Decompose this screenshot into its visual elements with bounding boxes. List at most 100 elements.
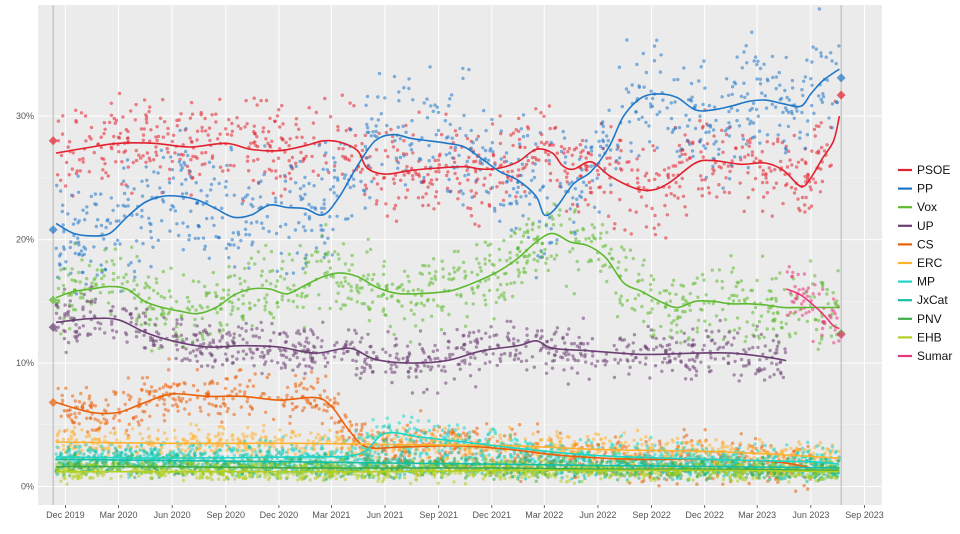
poll-dot <box>751 121 756 125</box>
poll-dot <box>771 311 776 315</box>
poll-dot <box>701 155 705 159</box>
poll-dot <box>71 151 75 155</box>
poll-dot <box>830 126 834 130</box>
poll-dot <box>208 382 212 386</box>
poll-dot <box>726 340 730 345</box>
poll-dot <box>436 110 441 115</box>
poll-dot <box>631 349 636 354</box>
poll-dot <box>683 133 687 137</box>
poll-dot <box>720 95 724 99</box>
poll-dot <box>191 279 196 283</box>
poll-dot <box>470 195 474 199</box>
poll-dot <box>294 161 298 165</box>
poll-dot <box>221 328 225 332</box>
poll-dot <box>267 167 271 171</box>
poll-dot <box>510 427 514 431</box>
poll-dot <box>230 389 234 394</box>
poll-dot <box>667 313 671 318</box>
poll-dot <box>408 340 413 344</box>
poll-dot <box>478 159 483 163</box>
poll-dot <box>490 185 495 190</box>
poll-dot <box>603 243 608 248</box>
poll-dot <box>299 381 303 385</box>
poll-dot <box>439 327 444 332</box>
poll-dot <box>691 140 695 144</box>
poll-dot <box>511 131 516 135</box>
poll-dot <box>429 178 434 182</box>
poll-dot <box>475 243 479 247</box>
poll-dot <box>714 139 718 144</box>
poll-dot <box>524 162 529 167</box>
poll-dot <box>498 219 502 223</box>
poll-dot <box>83 247 88 251</box>
poll-dot <box>254 334 258 338</box>
poll-dot <box>126 204 130 208</box>
poll-dot <box>567 435 571 439</box>
poll-dot <box>688 142 692 146</box>
poll-dot <box>728 448 732 452</box>
poll-dot <box>652 347 656 352</box>
poll-dot <box>66 309 71 314</box>
poll-dot <box>234 375 238 379</box>
poll-dot <box>761 352 765 356</box>
poll-dot <box>675 330 679 335</box>
poll-dot <box>379 112 383 116</box>
poll-dot <box>448 190 452 194</box>
poll-dot <box>642 319 646 324</box>
poll-dot <box>262 172 266 177</box>
poll-dot <box>436 158 441 162</box>
poll-dot <box>727 109 731 114</box>
poll-dot <box>299 343 303 347</box>
poll-dot <box>355 366 359 371</box>
poll-dot <box>828 325 833 330</box>
poll-dot <box>352 184 356 188</box>
poll-dot <box>152 389 156 393</box>
poll-dot <box>676 196 680 200</box>
poll-dot <box>104 398 108 402</box>
poll-dot <box>769 169 773 173</box>
poll-dot <box>520 280 524 285</box>
poll-dot <box>343 173 348 177</box>
poll-dot <box>310 228 314 233</box>
poll-dot <box>70 167 75 171</box>
poll-dot <box>762 367 767 371</box>
poll-dot <box>251 436 255 441</box>
poll-dot <box>637 84 641 88</box>
poll-dot <box>332 164 337 168</box>
poll-dot <box>581 180 586 184</box>
poll-dot <box>499 293 503 297</box>
poll-dot <box>241 314 245 318</box>
poll-dot <box>487 288 492 293</box>
poll-dot <box>366 237 370 241</box>
poll-dot <box>200 129 204 133</box>
poll-dot <box>285 385 290 390</box>
poll-dot <box>135 319 139 323</box>
poll-dot <box>215 283 219 287</box>
poll-dot <box>540 241 545 246</box>
poll-dot <box>534 142 538 146</box>
poll-dot <box>506 331 510 335</box>
poll-dot <box>441 267 445 271</box>
poll-dot <box>469 189 473 193</box>
poll-dot <box>143 321 147 325</box>
poll-dot <box>355 300 359 304</box>
poll-dot <box>551 143 556 147</box>
poll-dot <box>773 351 777 355</box>
poll-dot <box>487 203 491 207</box>
poll-dot <box>166 409 170 413</box>
poll-dot <box>250 431 255 435</box>
poll-dot <box>419 369 423 373</box>
poll-dot <box>336 252 340 256</box>
poll-dot <box>505 319 509 323</box>
poll-dot <box>747 455 751 459</box>
poll-dot <box>834 61 838 66</box>
poll-dot <box>80 428 84 432</box>
poll-dot <box>277 146 282 151</box>
poll-dot <box>634 110 638 114</box>
poll-dot <box>102 237 106 241</box>
poll-dot <box>248 378 252 383</box>
poll-dot <box>788 158 792 162</box>
poll-dot <box>701 124 705 129</box>
poll-dot <box>76 240 81 244</box>
poll-dot <box>111 277 116 282</box>
